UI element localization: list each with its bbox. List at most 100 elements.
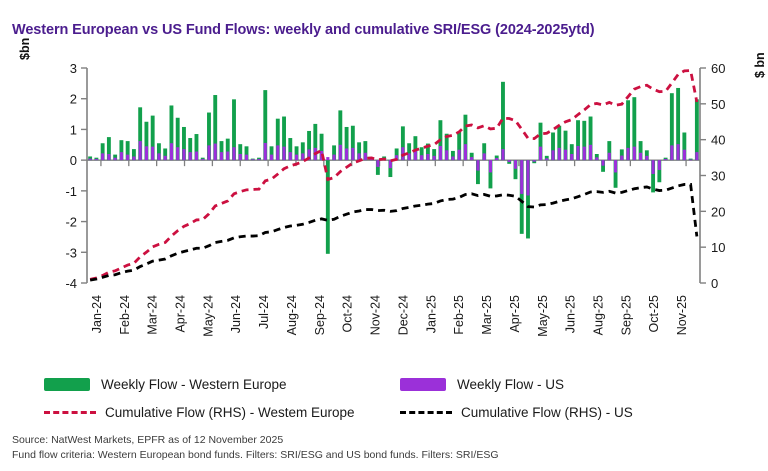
bar: [119, 152, 123, 161]
bar: [632, 97, 637, 161]
bar: [351, 147, 355, 161]
bar: [219, 152, 224, 161]
bar: [488, 160, 493, 173]
bar: [544, 155, 549, 161]
bar: [113, 154, 118, 161]
bar: [182, 149, 186, 161]
bar: [451, 156, 455, 161]
legend-item-cumulative-flow-western-europe[interactable]: Cumulative Flow (RHS) - Westem Europe: [44, 400, 355, 424]
legend-item-weekly-flow-western-europe[interactable]: Weekly Flow - Western Europe: [44, 372, 287, 396]
bar: [169, 143, 174, 161]
y-tick-right: 50: [711, 97, 725, 112]
bar: [207, 112, 211, 161]
legend-label-cumulative-flow-western-europe: Cumulative Flow (RHS) - Westem Europe: [105, 404, 355, 420]
bar: [407, 143, 412, 161]
bar: [156, 143, 161, 161]
bar: [307, 149, 311, 161]
bar: [219, 141, 224, 161]
x-tick-label: Apr-24: [174, 295, 188, 333]
bar: [657, 160, 661, 170]
bar: [232, 147, 236, 161]
x-tick-label: Feb-25: [452, 295, 466, 335]
bar: [632, 146, 636, 161]
x-tick-label: Jan-24: [90, 295, 104, 333]
bar: [100, 143, 105, 161]
bar: [670, 145, 674, 161]
chart-legend: Weekly Flow - Western Europe Weekly Flow…: [0, 372, 768, 424]
bar: [363, 141, 368, 161]
bar: [563, 130, 568, 161]
y-tick-left: 2: [70, 92, 77, 107]
bar: [463, 114, 468, 161]
bar: [644, 150, 649, 161]
bar: [607, 152, 611, 161]
bar: [482, 143, 487, 161]
bar: [620, 155, 624, 161]
bar: [476, 160, 480, 185]
bar: [319, 133, 324, 161]
bar: [613, 160, 618, 188]
x-tick-label: Mar-24: [146, 295, 160, 335]
x-tick-label: Nov-24: [369, 295, 383, 335]
bar: [300, 142, 305, 161]
bar: [432, 155, 436, 161]
bar: [469, 152, 474, 161]
bar: [607, 141, 612, 161]
bar: [594, 154, 599, 161]
bar: [619, 149, 624, 161]
bar: [457, 149, 461, 161]
legend-row-2: Cumulative Flow (RHS) - Westem Europe Cu…: [0, 400, 768, 424]
bar: [588, 116, 593, 161]
bar: [626, 100, 631, 161]
bar: [357, 153, 361, 161]
bar: [626, 147, 630, 161]
bar: [501, 149, 505, 161]
y-tick-left: -3: [65, 245, 77, 260]
bar: [639, 152, 643, 161]
bar: [226, 151, 230, 161]
bar: [132, 156, 136, 161]
bar: [513, 160, 518, 180]
legend-row-1: Weekly Flow - Western Europe Weekly Flow…: [0, 372, 768, 396]
bar: [151, 146, 155, 161]
bar: [651, 160, 656, 193]
legend-label-weekly-flow-western-europe: Weekly Flow - Western Europe: [101, 376, 287, 392]
bar: [545, 158, 549, 161]
legend-item-weekly-flow-us[interactable]: Weekly Flow - US: [400, 372, 564, 396]
bar: [107, 154, 111, 161]
bar: [176, 147, 180, 161]
bar: [689, 159, 693, 161]
bar: [676, 144, 680, 161]
bar: [463, 144, 467, 161]
bar: [488, 160, 493, 189]
bar: [576, 120, 580, 161]
bar: [269, 154, 274, 161]
legend-swatch-purple: [400, 377, 446, 391]
bar: [94, 158, 98, 161]
bar: [370, 158, 374, 161]
bar: [307, 130, 311, 161]
bar: [426, 154, 430, 161]
x-tick-label: Jun-24: [229, 295, 243, 333]
footer-criteria: Fund flow criteria: Western European bon…: [12, 449, 499, 462]
bar: [645, 155, 649, 161]
bar: [126, 154, 130, 161]
bar: [294, 146, 299, 161]
chart-title: Western European vs US Fund Flows: weekl…: [12, 22, 595, 38]
bar: [432, 149, 437, 161]
bar: [495, 157, 499, 161]
bar: [188, 138, 193, 161]
bar: [257, 158, 261, 161]
bar: [357, 142, 362, 161]
bar: [163, 155, 167, 161]
bar: [388, 160, 393, 178]
bar: [375, 160, 380, 175]
bar: [263, 142, 267, 161]
bar: [201, 158, 205, 161]
legend-item-cumulative-flow-us[interactable]: Cumulative Flow (RHS) - US: [400, 400, 633, 424]
bar: [420, 155, 424, 161]
x-tick-label: Apr-25: [508, 295, 522, 333]
bar: [244, 154, 249, 161]
bar: [395, 155, 399, 161]
bar: [501, 81, 505, 161]
